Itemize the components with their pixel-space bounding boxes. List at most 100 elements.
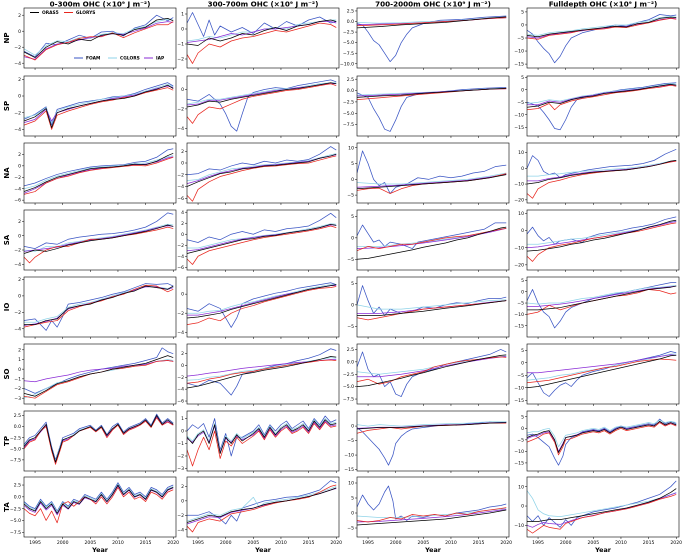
panel-ta-1-ytick-label: 2	[181, 484, 184, 490]
panel-so-2: −7.5 −5.0 −2.5 0.0 2.5	[343, 343, 510, 406]
panel-so-0-ytick-label: 0	[18, 367, 21, 373]
panel-ta-0-series-cglors	[24, 483, 174, 513]
panel-na-0-series-glorys	[24, 156, 174, 195]
panel-ta-1-xtick-label: 2000	[220, 540, 232, 546]
panel-ta-2-xtick-label: 1995	[362, 540, 374, 546]
panel-na-1-ytick-label: 0	[181, 161, 184, 167]
panel-ta-3-ytick-label: 10	[518, 484, 524, 490]
panel-so-1-ytick-label: −2	[177, 375, 184, 381]
panel-sa-0: −4 −2 0 2	[14, 209, 177, 272]
panel-sa-1-series-cglors	[187, 223, 337, 249]
panel-io-0-ytick-label: −4	[14, 326, 21, 332]
panel-na-3-ytick-label: −20	[514, 197, 524, 203]
panel-sp-3-ytick-label: −10	[514, 112, 524, 118]
panel-na-3-series-cglors	[527, 159, 677, 177]
panel-sa-3-ytick-label: −20	[514, 262, 524, 268]
panel-so-1-ytick-label: 2	[181, 351, 184, 357]
panel-ta-3: −10 0 10 1995 2000 2005 2010 2015 2020	[514, 476, 682, 546]
panel-ta-3-xtick-label: 2020	[670, 540, 682, 546]
panel-na-1-frame	[186, 142, 340, 204]
panel-np-3-series-oras5	[527, 16, 677, 38]
panel-np-2: −10.0 −7.5 −5.0 −2.5 0.0 2.5	[340, 7, 510, 70]
panel-na-0-ytick-label: −4	[14, 186, 21, 192]
panel-ta-3-series-cglors	[527, 490, 677, 518]
panel-sa-2-frame	[356, 209, 510, 271]
panel-ta-1-ytick-label: −2	[177, 513, 184, 519]
panel-sa-0-ytick-label: 2	[18, 219, 21, 225]
panel-io-3-ytick-label: −15	[514, 323, 524, 329]
panel-na-0-series-oras5	[24, 152, 174, 192]
panel-so-1: −6 −4 −2 0 2	[177, 343, 340, 406]
panel-tp-3-ytick-label: 5	[521, 414, 524, 420]
panel-tp-1-series-foam	[187, 415, 337, 457]
column-title-300-700m: 300-700m OHC (×10⁹ J m⁻²)	[208, 0, 319, 9]
panel-tp-3-series-cglors	[527, 419, 677, 448]
panel-ta-3-series-oras5	[527, 488, 677, 522]
panel-np-3-series-glorys	[527, 18, 677, 40]
panel-ta-2-xtick-label: 2015	[473, 540, 485, 546]
panel-ta-2-ytick-label: 5	[351, 496, 354, 502]
panel-np-1-series-foam	[187, 12, 337, 37]
panel-sa-0-ytick-label: −2	[14, 248, 21, 254]
panel-na-1-series-glorys	[187, 155, 337, 202]
panel-sp-3-series-cglors	[527, 83, 677, 104]
panel-tp-1-ytick-label: −1	[177, 441, 184, 447]
panel-sa-0-series-foam	[24, 212, 174, 249]
panel-io-3-series-cglors	[527, 285, 677, 305]
panel-sp-0: −4 −2 0 2	[14, 75, 177, 138]
panel-sp-1-series-foam	[187, 79, 337, 132]
panel-na-1-ytick-label: −4	[177, 184, 184, 190]
x-axis-label-col3: Year	[594, 546, 612, 554]
panel-np-3-series-iap	[527, 17, 677, 39]
panel-na-1-ytick-label: −2	[177, 172, 184, 178]
panel-np-0-series-iap	[24, 21, 174, 60]
panel-ta-3-xtick-label: 2005	[587, 540, 599, 546]
panel-na-1-series-cglors	[187, 153, 337, 182]
panel-np-1-frame	[186, 7, 340, 69]
panel-tp-1-series-glorys	[187, 421, 337, 467]
panel-so-0-ytick-label: −1	[14, 376, 21, 382]
panel-tp-1-ytick-label: −3	[177, 466, 184, 472]
panel-io-2-ytick-label: −5	[347, 324, 354, 330]
panel-ta-3-xtick-label: 1995	[532, 540, 544, 546]
panel-tp-1-ytick-label: −2	[177, 454, 184, 460]
legend: ORAS5 GLORYS FOAM CGLORS IAP	[30, 10, 165, 62]
panel-ta-2-ytick-label: 0	[351, 511, 354, 517]
panel-ta-0-xtick-label: 2020	[167, 540, 179, 546]
panel-so-1-series-oras5	[187, 356, 337, 389]
panel-sp-3-ytick-label: 0	[521, 87, 524, 93]
panel-ta-0: −7.5 −5.0 −2.5 0.0 2.5 1995 2000 2005 2010 2015 20…	[10, 476, 179, 546]
panel-tp-1-series-cglors	[187, 418, 337, 452]
panel-sa-3-ytick-label: −10	[514, 245, 524, 251]
panel-np-0: −4 −2 0 2	[14, 7, 177, 70]
panel-sp-1-ytick-label: 0	[181, 87, 184, 93]
panel-sp-3-ytick-label: −15	[514, 125, 524, 131]
panel-np-3-series-cglors	[527, 15, 677, 36]
panel-na-3-ytick-label: −10	[514, 182, 524, 188]
panel-sp-0-ytick-label: 2	[18, 77, 21, 83]
panel-na-2-series-cglors	[357, 172, 507, 185]
panel-sa-0-series-cglors	[24, 223, 174, 252]
panel-io-0-ytick-label: 0	[18, 294, 21, 300]
panel-tp-1-ytick-label: 0	[181, 429, 184, 435]
panel-sa-0-series-glorys	[24, 226, 174, 264]
panel-sp-0-ytick-label: −4	[14, 127, 21, 133]
panel-ta-1-xtick-label: 2005	[247, 540, 259, 546]
panel-ta-1-xtick-label: 2020	[330, 540, 342, 546]
panel-sa-2-ytick-label: −5	[347, 257, 354, 263]
panel-io-0-series-cglors	[24, 285, 174, 323]
panel-so-2-ytick-label: −2.5	[343, 372, 354, 378]
panel-io-3-series-oras5	[527, 285, 677, 311]
panel-sa-2-series-oras5	[357, 226, 507, 260]
panel-na-2: −5 0 5 10	[347, 142, 510, 205]
panel-na-1-ytick-label: −6	[177, 196, 184, 202]
panel-na-0-ytick-label: −6	[14, 198, 21, 204]
panel-tp-2-ytick-label: −5	[347, 438, 354, 444]
panel-sa-2-ytick-label: 5	[351, 214, 354, 220]
panel-np-2-ytick-label: −10.0	[340, 61, 354, 67]
panel-so-2-ytick-label: −7.5	[343, 397, 354, 403]
panel-ta-2-xtick-label: 2005	[417, 540, 429, 546]
panel-sp-1: −4 −2 0	[177, 75, 340, 138]
row-labels: NP SP NA SA IO SO TP TA	[3, 33, 11, 512]
panel-tp-3-frame	[526, 410, 680, 472]
